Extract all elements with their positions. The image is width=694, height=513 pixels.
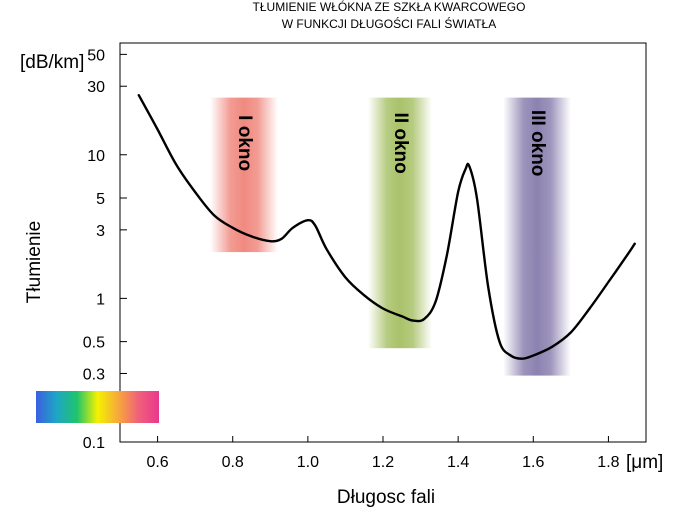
x-tick-label: 1.4 (447, 454, 469, 471)
band-iii-okno (503, 97, 571, 376)
band-label-ii-okno: II okno (390, 113, 411, 174)
y-tick-label: 1 (96, 291, 105, 308)
band-label-i-okno: I okno (234, 115, 255, 171)
x-tick-label: 1.6 (522, 454, 544, 471)
x-tick-label: 0.6 (146, 454, 168, 471)
y-tick-label: 50 (87, 47, 105, 64)
x-axis-ticks: 0.6 0.8 1.0 1.2 1.4 1.6 1.8 (146, 436, 620, 471)
band-label-iii-okno: III okno (527, 110, 548, 177)
y-axis-unit: [dB/km] (20, 52, 84, 73)
x-tick-label: 0.8 (222, 454, 244, 471)
x-axis-label: Długosc fali (337, 487, 435, 508)
y-tick-label: 0.3 (83, 366, 105, 383)
chart-title-line-2: W FUNKCJI DŁUGOŚCI FALI ŚWIATŁA (282, 16, 496, 31)
transmission-windows: I okno II okno III okno (210, 97, 571, 376)
y-tick-label: 0.1 (83, 435, 105, 452)
x-tick-label: 1.0 (297, 454, 319, 471)
attenuation-curve (137, 94, 636, 360)
y-tick-label: 30 (87, 79, 105, 96)
x-tick-label: 1.2 (372, 454, 394, 471)
y-axis-label: Tłumienie (24, 221, 45, 303)
y-axis-ticks: 50 30 10 5 3 1 0.5 0.3 0.1 (83, 47, 127, 452)
y-tick-label: 5 (96, 191, 105, 208)
chart-title-line-1: TŁUMIENIE WŁÓKNA ZE SZKŁA KWARCOWEGO (253, 0, 526, 14)
band-i-okno (210, 97, 278, 253)
y-tick-label: 3 (96, 223, 105, 240)
y-tick-label: 0.5 (83, 335, 105, 352)
x-tick-label: 1.8 (597, 454, 619, 471)
y-tick-label: 10 (87, 148, 105, 165)
spectrum-color-bar (36, 391, 159, 423)
x-axis-unit: [μm] (626, 452, 663, 473)
